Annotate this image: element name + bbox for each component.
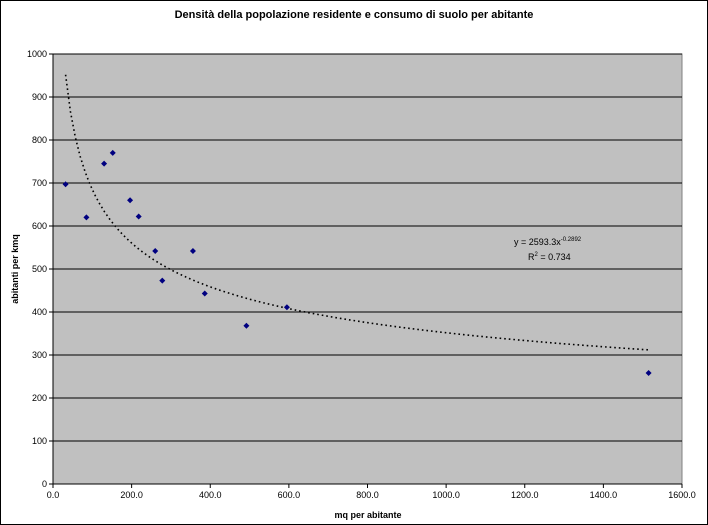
data-point [127, 197, 134, 204]
trendline-curve [64, 74, 649, 351]
y-axis-label: abitanti per kmq [10, 234, 20, 304]
data-points [62, 149, 652, 377]
data-point [645, 370, 652, 377]
x-tick-label: 0.0 [47, 490, 60, 500]
chart-title: Densità della popolazione residente e co… [175, 9, 534, 21]
y-tick-label: 300 [32, 350, 47, 360]
x-tick-label: 1000.0 [432, 490, 460, 500]
x-tick-label: 1200.0 [511, 490, 539, 500]
data-point [62, 181, 69, 188]
trendline-equation: y = 2593.3x-0.2892 [514, 237, 582, 247]
data-point [283, 304, 290, 311]
equation-base: y = 2593.3x [514, 237, 561, 247]
data-point [109, 149, 116, 156]
data-point [152, 247, 159, 254]
x-tick-label: 1400.0 [590, 490, 618, 500]
x-tick-label: 1600.0 [668, 490, 696, 500]
y-tick-label: 600 [32, 221, 47, 231]
data-point [83, 214, 90, 221]
x-axis-label: mq per abitante [334, 510, 401, 520]
r2-prefix: R [528, 252, 535, 262]
equation-exponent: -0.2892 [561, 237, 582, 243]
y-tick-label: 400 [32, 307, 47, 317]
data-point [101, 160, 108, 167]
data-point [243, 322, 250, 329]
x-tick-label: 600.0 [278, 490, 301, 500]
y-tick-label: 200 [32, 393, 47, 403]
x-tick-labels: 0.0 200.0 400.0 600.0 800.0 1000.0 1200.0 1400.… [47, 490, 696, 500]
x-tick-label: 800.0 [356, 490, 379, 500]
trendline [64, 74, 649, 351]
data-point [135, 213, 142, 220]
x-tick-label: 400.0 [199, 490, 222, 500]
x-tick-label: 200.0 [120, 490, 143, 500]
r2-value: = 0.734 [538, 252, 571, 262]
y-tick-label: 700 [32, 178, 47, 188]
y-tick-label: 1000 [27, 49, 47, 59]
data-point [159, 277, 166, 284]
trendline-r2: R2 = 0.734 [528, 252, 571, 262]
y-tick-label: 100 [32, 436, 47, 446]
data-point [189, 247, 196, 254]
r2-exponent: 2 [535, 252, 539, 258]
y-tick-label: 800 [32, 135, 47, 145]
y-tick-labels: 0 100 200 300 400 500 600 700 800 900 1000 [27, 49, 47, 489]
y-tick-label: 900 [32, 92, 47, 102]
axes [49, 53, 683, 488]
y-tick-label: 0 [42, 479, 47, 489]
gridlines [53, 53, 682, 442]
y-tick-label: 500 [32, 264, 47, 274]
data-point [201, 290, 208, 297]
